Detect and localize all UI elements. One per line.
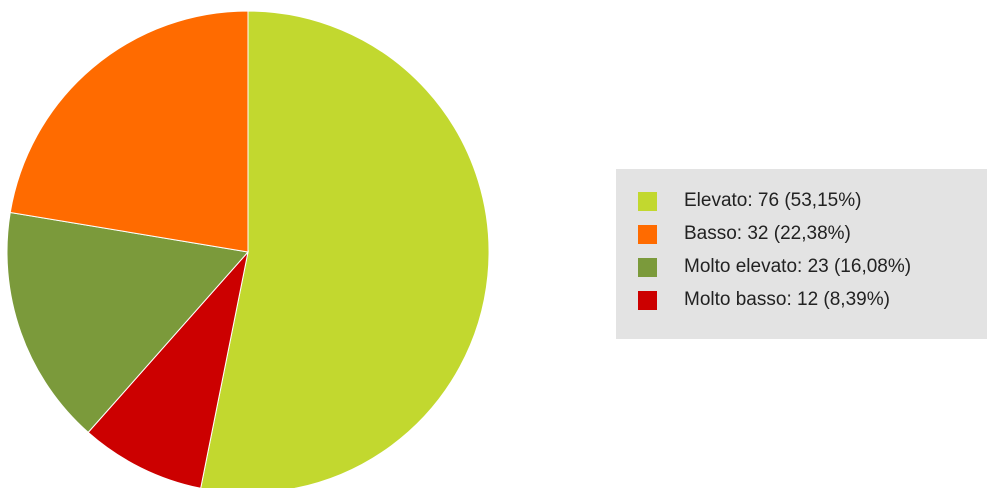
pie-slice-molto-basso[interactable] xyxy=(87,250,249,488)
legend-item-elevato[interactable]: Elevato: 76 (53,15%) xyxy=(616,186,987,219)
legend-swatch-elevato xyxy=(638,192,657,211)
pie-slice-molto-elevato[interactable] xyxy=(6,211,249,434)
legend-swatch-molto-elevato xyxy=(638,258,657,277)
legend-swatch-basso xyxy=(638,225,657,244)
legend-item-basso[interactable]: Basso: 32 (22,38%) xyxy=(616,219,987,252)
pie-slice-elevato[interactable] xyxy=(200,10,490,488)
pie-slice-basso[interactable] xyxy=(9,10,249,253)
pie-chart xyxy=(6,10,490,488)
legend-label-elevato: Elevato: 76 (53,15%) xyxy=(684,190,862,211)
legend-item-molto-elevato[interactable]: Molto elevato: 23 (16,08%) xyxy=(616,252,987,285)
legend-item-molto-basso[interactable]: Molto basso: 12 (8,39%) xyxy=(616,285,987,318)
legend-label-molto-elevato: Molto elevato: 23 (16,08%) xyxy=(684,256,912,277)
legend-label-molto-basso: Molto basso: 12 (8,39%) xyxy=(684,289,890,310)
legend-swatch-molto-basso xyxy=(638,291,657,310)
legend-label-basso: Basso: 32 (22,38%) xyxy=(684,223,851,244)
chart-legend: Elevato: 76 (53,15%) Basso: 32 (22,38%) … xyxy=(616,169,987,339)
